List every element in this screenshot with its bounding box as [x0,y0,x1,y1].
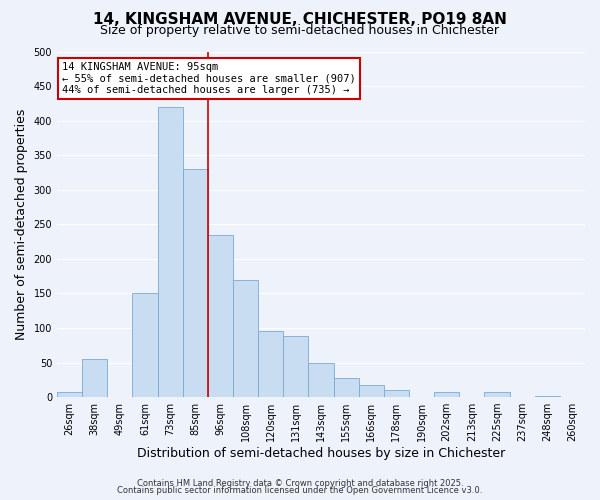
Bar [308,362,334,397]
Bar [133,294,158,397]
Bar [359,384,384,397]
Y-axis label: Number of semi-detached properties: Number of semi-detached properties [15,108,28,340]
Bar [233,280,258,397]
Bar [258,332,283,397]
Bar [434,392,459,397]
Text: 14, KINGSHAM AVENUE, CHICHESTER, PO19 8AN: 14, KINGSHAM AVENUE, CHICHESTER, PO19 8A… [93,12,507,28]
Text: Contains public sector information licensed under the Open Government Licence v3: Contains public sector information licen… [118,486,482,495]
Text: Contains HM Land Registry data © Crown copyright and database right 2025.: Contains HM Land Registry data © Crown c… [137,478,463,488]
Bar [57,392,82,397]
Text: Size of property relative to semi-detached houses in Chichester: Size of property relative to semi-detach… [101,24,499,37]
Bar [484,392,509,397]
Bar [183,169,208,397]
Bar [535,396,560,397]
Bar [283,336,308,397]
Bar [158,107,183,397]
Bar [208,234,233,397]
X-axis label: Distribution of semi-detached houses by size in Chichester: Distribution of semi-detached houses by … [137,447,505,460]
Bar [384,390,409,397]
Text: 14 KINGSHAM AVENUE: 95sqm
← 55% of semi-detached houses are smaller (907)
44% of: 14 KINGSHAM AVENUE: 95sqm ← 55% of semi-… [62,62,356,95]
Bar [334,378,359,397]
Bar [82,359,107,397]
